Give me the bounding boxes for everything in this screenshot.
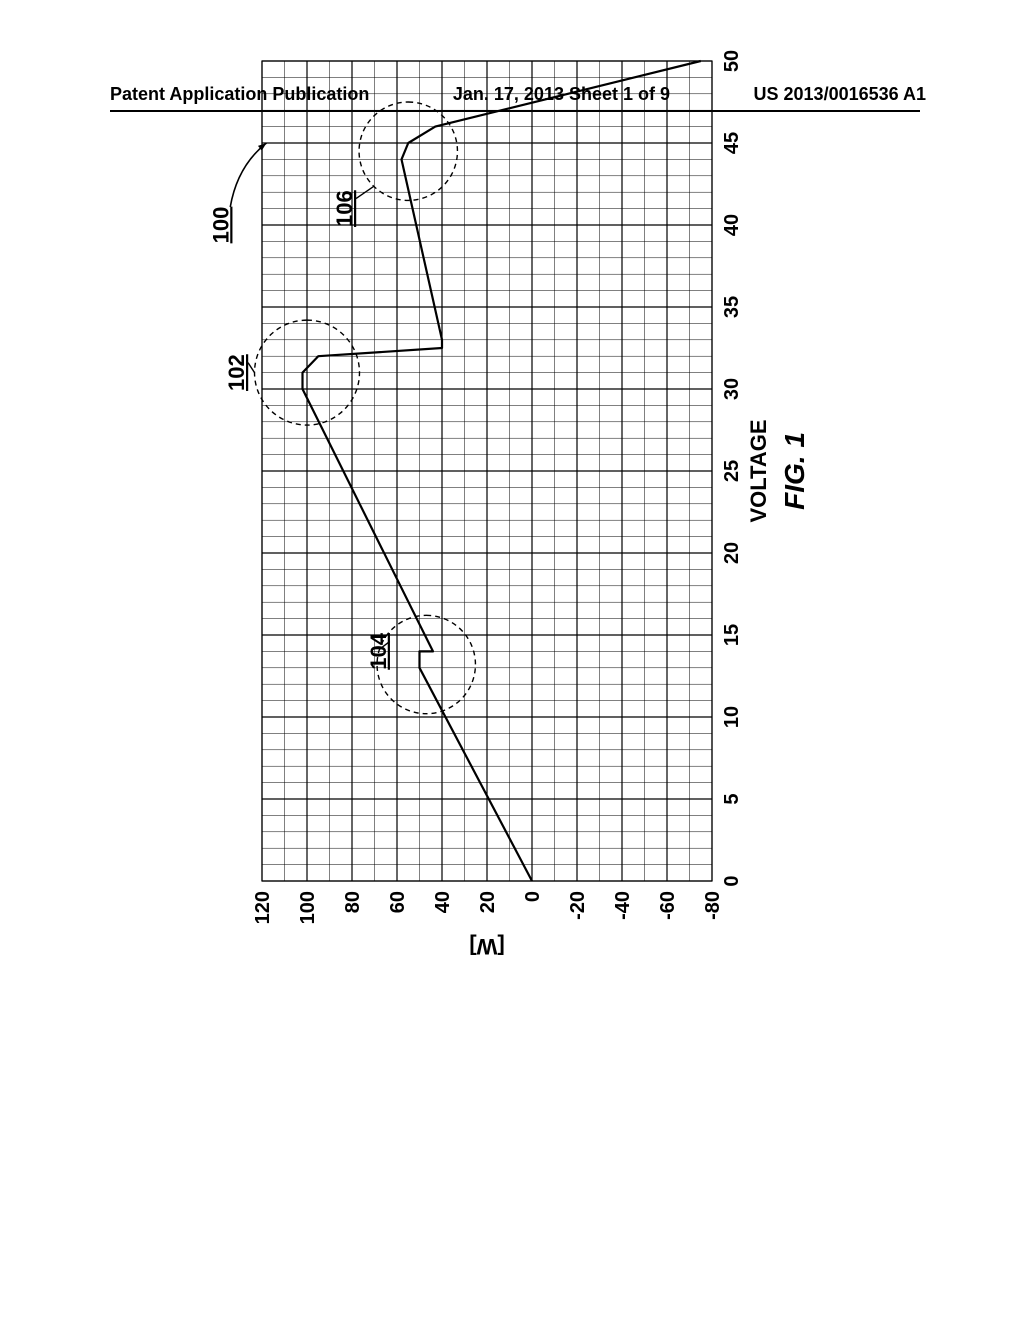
y-tick-label: -20 — [567, 891, 589, 920]
callout-label: 100 — [208, 207, 233, 244]
y-tick-label: 100 — [297, 891, 319, 924]
x-tick-label: 0 — [721, 875, 743, 886]
x-axis-label: VOLTAGE — [746, 419, 771, 522]
x-tick-label: 25 — [721, 460, 743, 482]
y-tick-label: -40 — [612, 891, 634, 920]
y-tick-label: 80 — [342, 891, 364, 913]
y-tick-label: 40 — [432, 891, 454, 913]
callout-leader — [356, 186, 374, 198]
y-tick-label: 60 — [387, 891, 409, 913]
y-tick-label: 20 — [477, 891, 499, 913]
x-tick-label: 20 — [721, 542, 743, 564]
y-tick-label: -60 — [657, 891, 679, 920]
x-tick-label: 35 — [721, 296, 743, 318]
callout-circle — [377, 615, 475, 713]
x-tick-label: 40 — [721, 214, 743, 236]
x-tick-label: 15 — [721, 624, 743, 646]
chart-container: 0 5 10 15 20 25 30 35 40 45 50 -80 -60 -40 -20 0 20 40 60 8… — [192, 41, 832, 959]
power-voltage-chart: 0 5 10 15 20 25 30 35 40 45 50 -80 -60 -40 -20 0 20 40 60 8… — [192, 41, 832, 959]
callout-label: 102 — [224, 354, 249, 391]
x-tick-label: 10 — [721, 706, 743, 728]
x-tick-label: 45 — [721, 132, 743, 154]
figure-caption: FIG. 1 — [779, 432, 810, 510]
y-tick-label: -80 — [702, 891, 724, 920]
x-tick-label: 5 — [721, 793, 743, 804]
figure-number-arrow — [230, 143, 266, 207]
y-tick-label: 120 — [252, 891, 274, 924]
y-tick-label: 0 — [522, 891, 544, 902]
x-tick-label: 50 — [721, 50, 743, 72]
callout-label: 104 — [366, 632, 391, 669]
y-axis-label: [W] — [469, 934, 504, 959]
x-tick-label: 30 — [721, 378, 743, 400]
callout-label: 106 — [332, 190, 357, 227]
